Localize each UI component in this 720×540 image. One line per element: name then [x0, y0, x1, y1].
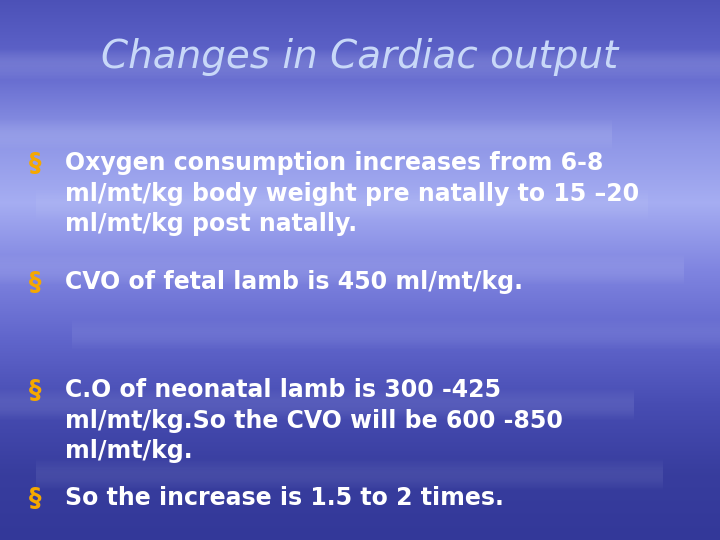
Text: §: § — [29, 486, 41, 510]
Text: Changes in Cardiac output: Changes in Cardiac output — [102, 38, 618, 76]
Text: Oxygen consumption increases from 6-8
ml/mt/kg body weight pre natally to 15 –20: Oxygen consumption increases from 6-8 ml… — [65, 151, 639, 237]
Text: §: § — [29, 270, 41, 294]
Text: §: § — [29, 378, 41, 402]
Text: So the increase is 1.5 to 2 times.: So the increase is 1.5 to 2 times. — [65, 486, 504, 510]
Text: C.O of neonatal lamb is 300 -425
ml/mt/kg.So the CVO will be 600 -850
ml/mt/kg.: C.O of neonatal lamb is 300 -425 ml/mt/k… — [65, 378, 562, 463]
Text: §: § — [29, 151, 41, 175]
Text: CVO of fetal lamb is 450 ml/mt/kg.: CVO of fetal lamb is 450 ml/mt/kg. — [65, 270, 523, 294]
